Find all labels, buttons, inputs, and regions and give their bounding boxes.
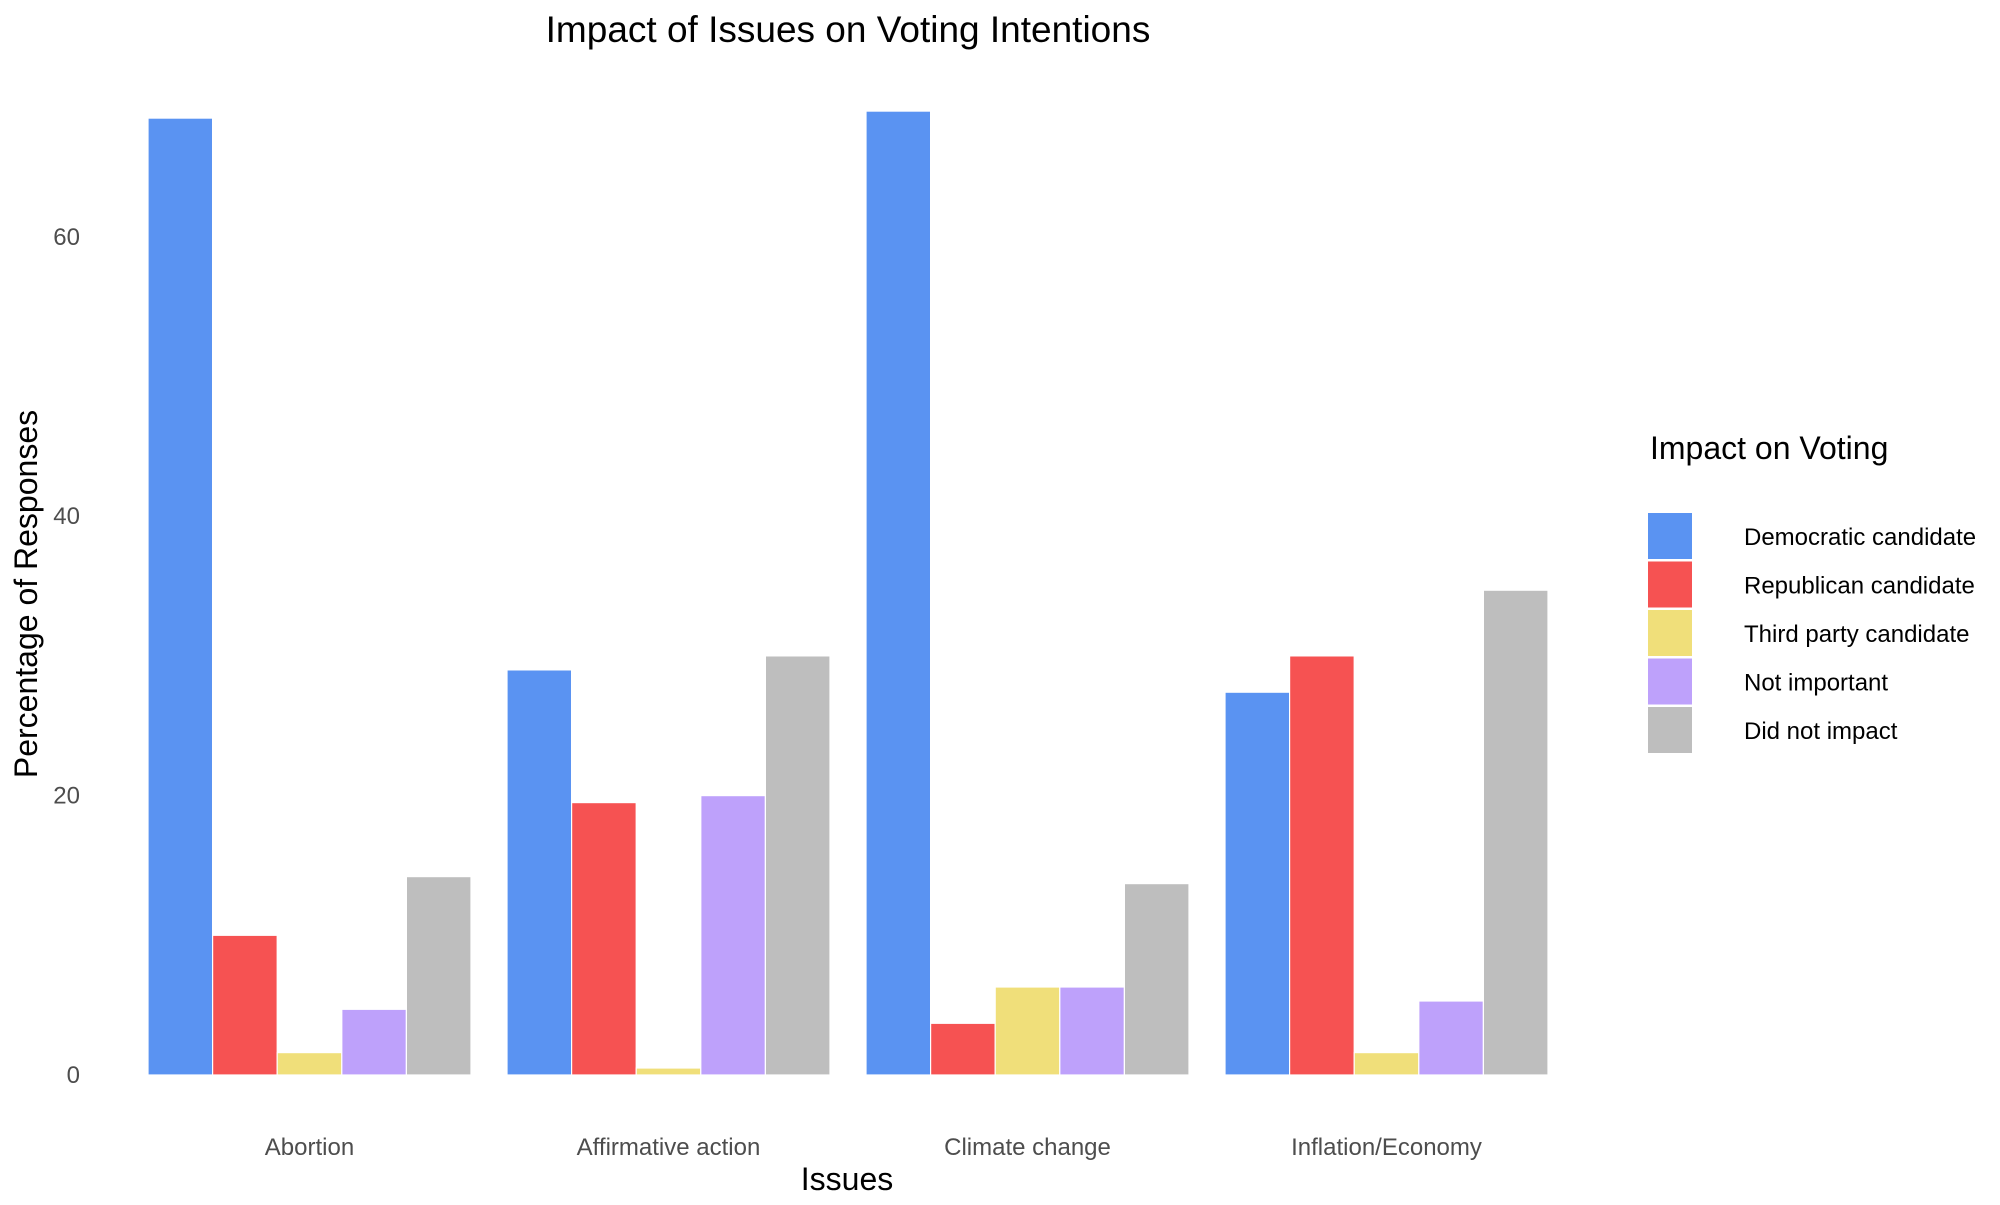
- bar: [506, 669, 573, 1076]
- bar: [405, 875, 472, 1076]
- bar: [865, 110, 932, 1076]
- bar: [1482, 589, 1549, 1076]
- legend-key: [1648, 610, 1692, 656]
- legend-label: Democratic candidate: [1744, 524, 1976, 551]
- bar: [1418, 1000, 1485, 1076]
- bar: [1288, 655, 1355, 1076]
- bar: [764, 655, 831, 1076]
- y-tick-label: 40: [53, 503, 80, 530]
- bar: [276, 1051, 343, 1076]
- legend-label: Third party candidate: [1744, 621, 1969, 648]
- x-axis-ticks: Abortion Affirmative action Climate change…: [265, 1134, 1482, 1161]
- bar: [341, 1008, 407, 1076]
- bar: [147, 117, 214, 1076]
- y-axis-title: Percentage of Responses: [8, 410, 44, 778]
- x-tick-label: Climate change: [944, 1134, 1111, 1161]
- x-axis-title: Issues: [801, 1161, 893, 1197]
- bars-layer: [147, 110, 1549, 1076]
- bar: [570, 801, 637, 1076]
- y-axis-ticks: 0 20 40 60: [53, 224, 80, 1089]
- bar: [1123, 882, 1190, 1076]
- bar: [700, 794, 766, 1076]
- y-tick-label: 60: [53, 224, 80, 251]
- legend-key: [1648, 707, 1692, 753]
- bar: [994, 986, 1061, 1076]
- bar: [1224, 691, 1291, 1076]
- x-tick-label: Affirmative action: [577, 1134, 761, 1161]
- legend-key: [1648, 658, 1692, 705]
- x-tick-label: Inflation/Economy: [1291, 1134, 1482, 1161]
- legend-title: Impact on Voting: [1650, 430, 1888, 466]
- y-tick-label: 0: [67, 1062, 80, 1089]
- bar: [929, 1022, 996, 1076]
- y-tick-label: 20: [53, 783, 80, 810]
- bar: [635, 1067, 702, 1076]
- legend-label: Not important: [1744, 670, 1888, 697]
- bar: [1353, 1051, 1420, 1076]
- legend-key: [1648, 513, 1692, 559]
- chart-title: Impact of Issues on Voting Intentions: [546, 9, 1151, 50]
- legend-label: Republican candidate: [1744, 573, 1975, 600]
- legend-label: Did not impact: [1744, 718, 1898, 745]
- legend: Impact on Voting Democratic candidate Rep…: [1648, 430, 1976, 753]
- legend-key: [1648, 561, 1692, 608]
- bar: [1059, 986, 1126, 1076]
- x-tick-label: Abortion: [265, 1134, 354, 1161]
- bar: [212, 934, 278, 1076]
